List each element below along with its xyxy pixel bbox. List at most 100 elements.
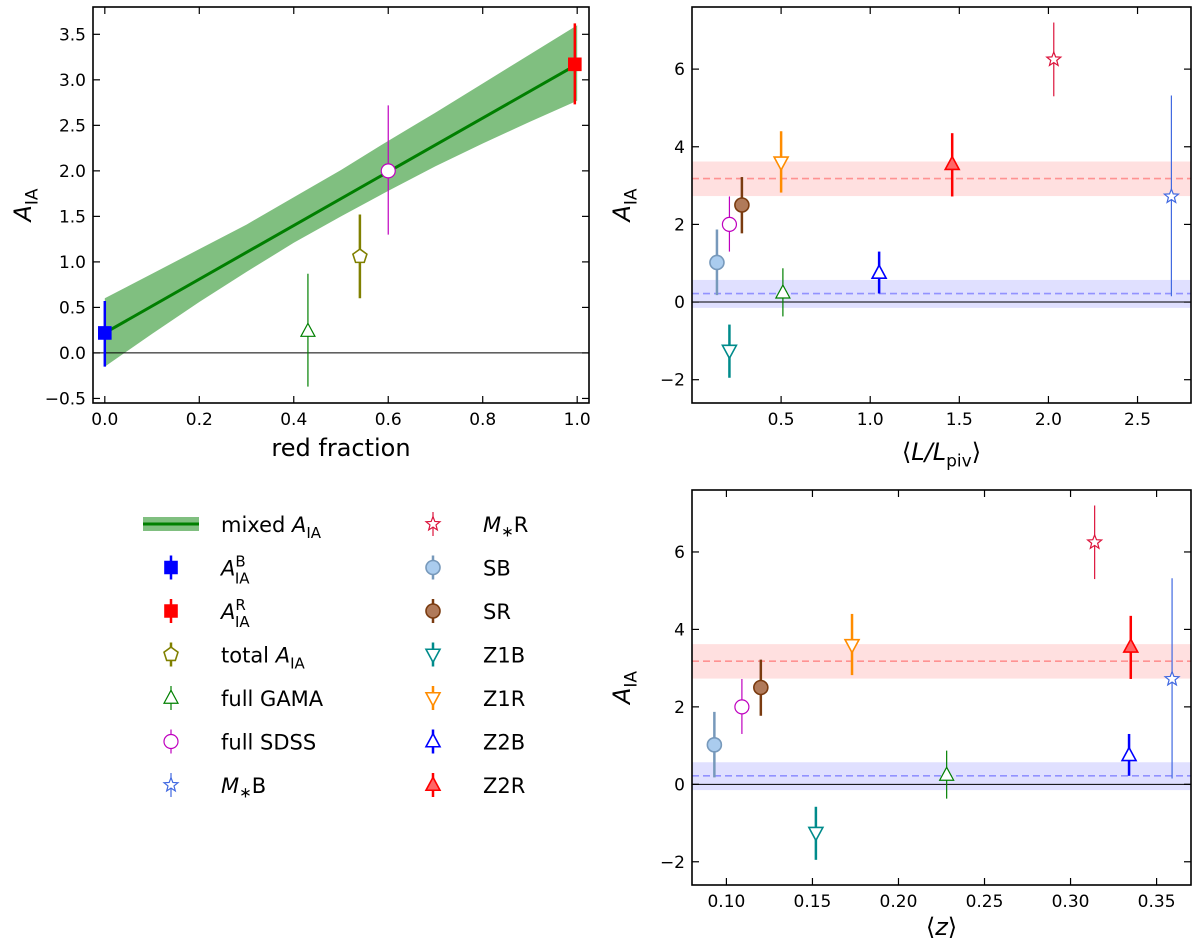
ytick-label: 6 xyxy=(674,543,685,563)
legend-marker xyxy=(163,733,179,750)
xtick-label: 0.20 xyxy=(880,892,918,912)
point-z2r xyxy=(1122,615,1140,679)
axes-frame xyxy=(691,489,1192,886)
marker xyxy=(1086,533,1104,550)
legend-label: full GAMA xyxy=(221,687,324,711)
plot-area xyxy=(93,23,589,387)
ytick-label: 6 xyxy=(674,60,685,80)
legend-label: SR xyxy=(483,600,511,624)
xtick-label: 0.10 xyxy=(707,892,745,912)
legend-label: Z1R xyxy=(483,687,525,711)
marker xyxy=(721,344,738,360)
point-m-b xyxy=(1162,95,1180,297)
marker xyxy=(734,699,750,715)
point-sb xyxy=(706,711,723,778)
reference-band xyxy=(692,279,1191,308)
legend-marker xyxy=(164,604,178,618)
legend-label: AR IA xyxy=(219,596,250,631)
mixed-line xyxy=(104,63,578,335)
legend-item-a-ia-r: AR IA xyxy=(164,596,250,631)
legend-item-full-sdss: full SDSS xyxy=(163,729,316,755)
ytick-label: −0.5 xyxy=(45,389,86,409)
legend-marker xyxy=(424,514,442,532)
x-axis-label: ⟨z⟩ xyxy=(926,913,957,941)
ytick-label: 0 xyxy=(674,293,685,313)
legend-label: full SDSS xyxy=(221,731,316,755)
legend-marker xyxy=(164,560,178,575)
marker xyxy=(843,638,861,655)
ytick-label: 0.0 xyxy=(59,344,86,364)
panel-bottom-right: 0.10 0.15 0.20 0.25 0.30 0.35 −2 0 2 4 6 ⟨z⟩ AIA xyxy=(608,489,1192,941)
legend-marker xyxy=(162,775,180,793)
point-a-ia-b xyxy=(98,301,112,367)
marker xyxy=(938,766,955,781)
point-z2r xyxy=(943,133,961,197)
marker xyxy=(1162,187,1180,204)
legend-label: mixed AIA xyxy=(221,513,322,542)
legend-item-a-ia-b: AB IA xyxy=(164,553,250,587)
marker xyxy=(943,154,961,171)
legend-marker xyxy=(424,732,442,748)
legend-marker xyxy=(162,689,180,704)
point-m-r xyxy=(1045,22,1063,97)
marker xyxy=(734,197,750,213)
point-full-gama xyxy=(938,750,955,799)
marker xyxy=(351,248,368,264)
xtick-label: 2.0 xyxy=(1035,410,1062,430)
legend-item-z1b: Z1B xyxy=(424,642,525,668)
legend-label: Z1B xyxy=(483,644,525,668)
marker xyxy=(1120,745,1138,762)
panel-top-right: 0.5 1.0 1.5 2.0 2.5 −2 0 2 4 6 ⟨L/Lpiv⟩ AIA xyxy=(608,6,1192,472)
legend: mixed AIA AB IA AR IA total AIA full GAMA full … xyxy=(143,512,528,802)
xtick-label: 1.5 xyxy=(946,410,973,430)
marker xyxy=(299,322,316,337)
y-axis-label: AIA xyxy=(608,188,642,223)
ytick-label: 4 xyxy=(674,620,685,640)
point-total-a-ia xyxy=(351,214,368,299)
legend-item-full-gama: full GAMA xyxy=(162,686,324,711)
ytick-label: 2.0 xyxy=(59,162,86,182)
legend-label: M∗B xyxy=(221,774,266,802)
plot-area xyxy=(692,505,1191,860)
ytick-label: 3.0 xyxy=(59,71,86,91)
marker xyxy=(721,216,738,233)
ytick-label: 2 xyxy=(674,215,685,235)
point-full-gama xyxy=(299,273,316,387)
point-z1b xyxy=(721,324,738,378)
point-z1r xyxy=(843,613,861,676)
legend-label: Z2B xyxy=(483,731,525,755)
legend-marker xyxy=(163,646,179,662)
point-m-b xyxy=(1163,578,1181,779)
point-z2b xyxy=(870,251,888,294)
xtick-label: 0.35 xyxy=(1138,892,1176,912)
xtick-label: 2.5 xyxy=(1124,410,1151,430)
xtick-label: 0.0 xyxy=(91,410,118,430)
point-z1b xyxy=(807,806,825,860)
legend-marker xyxy=(424,648,442,664)
legend-item-z1r: Z1R xyxy=(424,686,525,711)
legend-item-z2r: Z2R xyxy=(424,773,525,798)
marker xyxy=(709,254,725,271)
point-a-ia-r xyxy=(568,23,582,105)
legend-label: SB xyxy=(483,557,511,581)
xtick-label: 0.5 xyxy=(768,410,795,430)
xtick-label: 0.2 xyxy=(186,410,213,430)
point-full-sdss xyxy=(721,196,738,252)
ytick-label: 1.5 xyxy=(59,207,86,227)
plot-area xyxy=(692,22,1191,378)
point-sr xyxy=(734,177,750,234)
ytick-label: 0 xyxy=(674,775,685,795)
ytick-label: 0.5 xyxy=(59,298,86,318)
ytick-label: 3.5 xyxy=(59,25,86,45)
point-z1r xyxy=(772,131,790,193)
point-sr xyxy=(753,659,769,716)
ytick-label: 2 xyxy=(674,698,685,718)
marker xyxy=(1163,669,1181,687)
marker xyxy=(1045,50,1063,67)
x-axis-label: ⟨L/Lpiv⟩ xyxy=(902,438,981,472)
legend-marker xyxy=(424,775,442,792)
legend-label: M∗R xyxy=(483,513,528,541)
y-axis-label: AIA xyxy=(9,188,43,223)
ytick-label: −2 xyxy=(660,853,685,873)
